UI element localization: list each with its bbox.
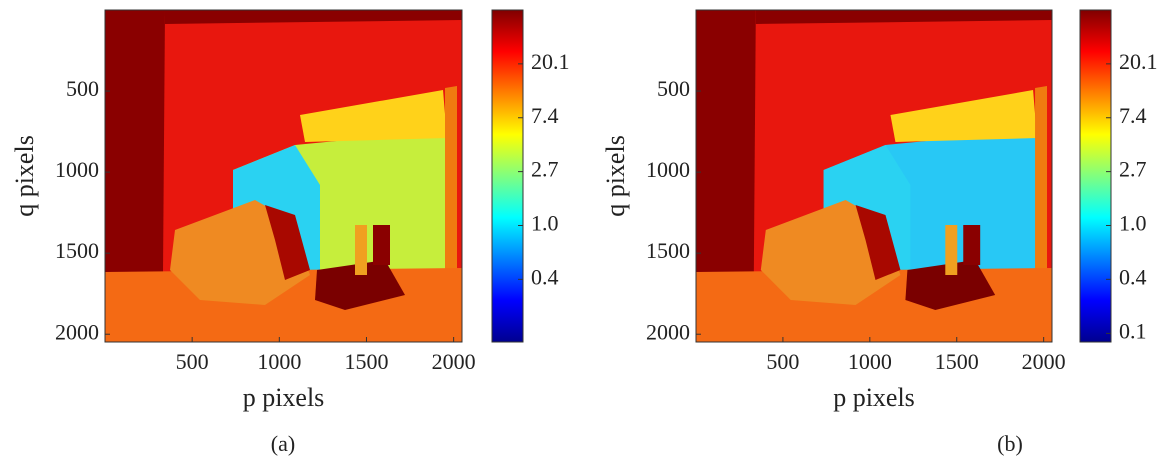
- image-plot: [105, 10, 462, 342]
- colorbar: [1080, 10, 1111, 342]
- stick: [945, 225, 957, 275]
- caption: (a): [271, 431, 295, 456]
- y-tick-label: 1500: [646, 238, 690, 263]
- y-tick-label: 500: [657, 76, 690, 101]
- y-tick-label: 1500: [55, 238, 99, 263]
- y-axis-label: q pixels: [601, 135, 630, 217]
- caption: (b): [997, 431, 1023, 456]
- y-tick-label: 2000: [646, 319, 690, 344]
- y-tick-label: 1000: [646, 157, 690, 182]
- y-axis-label: q pixels: [10, 135, 39, 217]
- x-tick-label: 2000: [432, 349, 476, 374]
- x-axis-label: p pixels: [833, 383, 915, 412]
- colorbar-tick-label: 1.0: [531, 211, 559, 236]
- colorbar-tick-label: 20.1: [1119, 49, 1158, 74]
- x-tick-label: 1000: [848, 349, 892, 374]
- stick: [355, 225, 367, 275]
- y-tick-label: 500: [66, 76, 99, 101]
- colorbar-tick-label: 1.0: [1119, 211, 1147, 236]
- stick-dark: [963, 225, 980, 265]
- image-plot: [696, 10, 1052, 342]
- colorbar-tick-label: 0.4: [531, 264, 559, 289]
- x-tick-label: 500: [766, 349, 799, 374]
- colorbar-tick-label: 7.4: [531, 103, 559, 128]
- x-tick-label: 500: [176, 349, 209, 374]
- x-tick-label: 1000: [257, 349, 301, 374]
- colorbar-tick-label: 0.1: [1119, 318, 1147, 343]
- colorbar: [492, 10, 523, 342]
- colorbar-tick-label: 2.7: [1119, 157, 1147, 182]
- left-strip: [105, 10, 165, 278]
- figure: 500 1000 1500 2000 500 1000 1500 2000 p pixels q …: [0, 0, 1158, 468]
- x-tick-label: 1500: [935, 349, 979, 374]
- colorbar-tick-label: 2.7: [531, 157, 559, 182]
- y-tick-label: 1000: [55, 157, 99, 182]
- y-tick-label: 2000: [55, 319, 99, 344]
- stick-dark: [373, 225, 390, 265]
- x-tick-label: 1500: [344, 349, 388, 374]
- colorbar-tick-label: 20.1: [531, 49, 570, 74]
- colorbar-tick-label: 7.4: [1119, 103, 1147, 128]
- left-strip: [696, 10, 756, 278]
- x-axis-label: p pixels: [243, 383, 325, 412]
- x-tick-label: 2000: [1022, 349, 1066, 374]
- colorbar-tick-label: 0.4: [1119, 264, 1147, 289]
